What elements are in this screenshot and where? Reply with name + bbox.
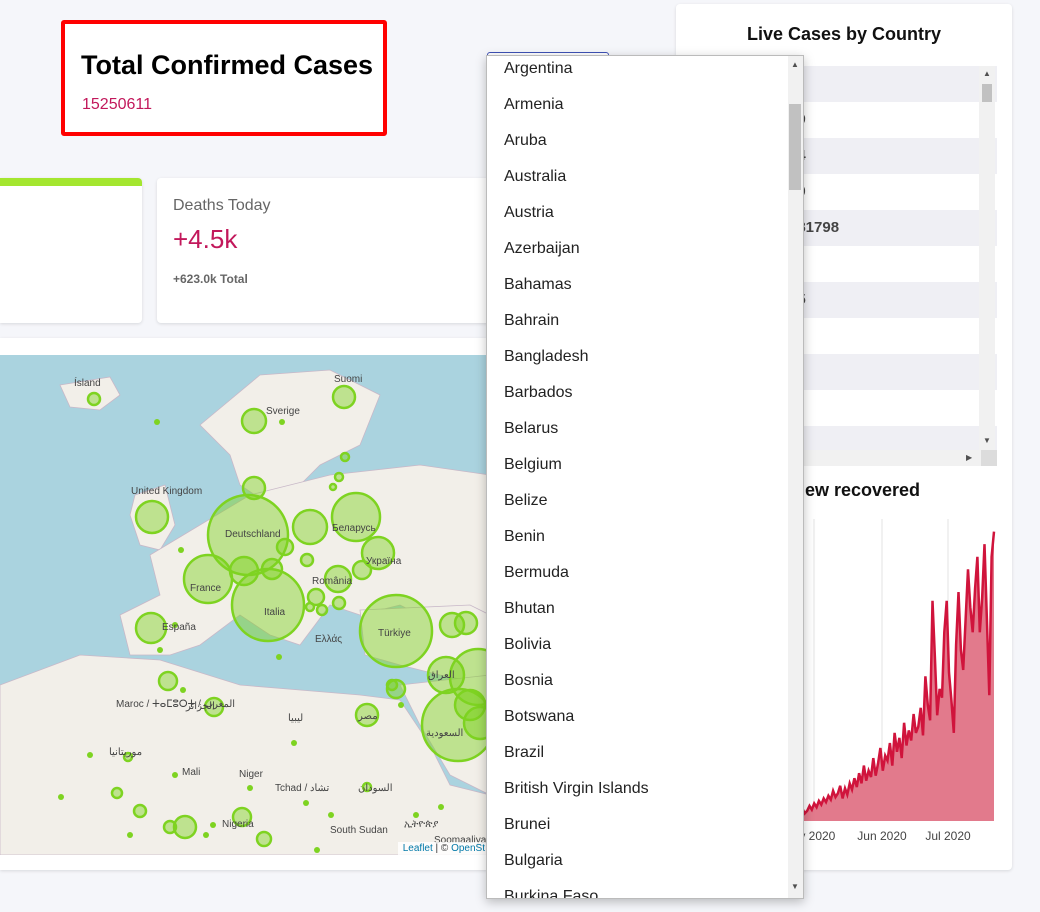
country-option[interactable]: Bahamas: [504, 276, 572, 293]
scrollbar-corner: [981, 450, 997, 466]
dropdown-scrollbar[interactable]: ▲ ▼: [788, 56, 803, 898]
dropdown-scroll-thumb[interactable]: [789, 104, 801, 190]
country-option[interactable]: Bosnia: [504, 672, 553, 689]
table-scroll-thumb[interactable]: [982, 84, 992, 102]
map-label: Sverige: [266, 406, 300, 417]
dropdown-scroll-down-icon[interactable]: ▼: [791, 882, 799, 891]
map-label: الجزائر: [185, 701, 215, 712]
map-label: العراق: [428, 670, 455, 681]
map-canvas[interactable]: Ísland Suomi Sverige United Kingdom Deut…: [0, 355, 490, 855]
country-option[interactable]: Bolivia: [504, 636, 552, 653]
map-label: ኢትዮጵያ: [404, 819, 438, 830]
country-option[interactable]: British Virgin Islands: [504, 780, 649, 797]
map-label: Mali: [182, 767, 200, 778]
country-option[interactable]: Bhutan: [504, 600, 555, 617]
chart-title: de new recovered: [767, 480, 921, 500]
land-europe: [119, 464, 490, 656]
country-option[interactable]: Brazil: [504, 744, 545, 761]
x-tick-label: Jul 2020: [925, 829, 971, 843]
country-option[interactable]: Aruba: [504, 132, 547, 149]
world-map[interactable]: Ísland Suomi Sverige United Kingdom Deut…: [0, 355, 490, 855]
table-vertical-scrollbar[interactable]: ▲ ▼: [979, 66, 995, 450]
country-option[interactable]: Botswana: [504, 708, 575, 725]
country-option[interactable]: Burkina Faso: [504, 888, 599, 899]
map-label: Maroc / ⵜⴰⵎⵓⵔⵜ / المغرب: [116, 699, 235, 710]
map-label: Italia: [264, 607, 286, 618]
country-option[interactable]: Bulgaria: [504, 852, 563, 869]
map-attribution: Leaflet | © OpenSt: [397, 842, 490, 855]
map-card: Ísland Suomi Sverige United Kingdom Deut…: [0, 338, 490, 870]
map-label: Ísland: [74, 376, 101, 389]
deaths-today-value: +4.5k: [173, 224, 238, 254]
map-label: Україна: [366, 556, 402, 567]
country-option[interactable]: Bangladesh: [504, 348, 589, 365]
dropdown-scroll-up-icon[interactable]: ▲: [791, 60, 799, 69]
country-option[interactable]: Bahrain: [504, 312, 560, 329]
map-label: Deutschland: [225, 529, 281, 540]
country-option-list: Argentina Armenia Aruba Australia Austria Aze…: [487, 56, 787, 899]
map-label: France: [190, 583, 222, 594]
country-option[interactable]: Australia: [504, 168, 567, 185]
country-option[interactable]: Benin: [504, 528, 545, 545]
chart-line: [798, 531, 996, 819]
stat-card-cases: [0, 178, 142, 323]
map-label: السعودية: [426, 728, 463, 739]
leaflet-link[interactable]: Leaflet: [402, 843, 433, 854]
map-label: South Sudan: [330, 825, 388, 836]
map-label: ليبيا: [288, 713, 303, 724]
country-option[interactable]: Brunei: [504, 816, 551, 833]
scroll-up-arrow-icon[interactable]: ▲: [983, 69, 991, 78]
deaths-today-card: Deaths Today +4.5k +623.0k Total: [157, 178, 497, 323]
map-label: United Kingdom: [131, 486, 202, 497]
deaths-total-value: +623.0k Total: [173, 272, 248, 286]
scroll-right-arrow-icon[interactable]: ▶: [966, 453, 973, 462]
attribution-separator: | ©: [432, 843, 452, 854]
chart-area: [800, 531, 994, 821]
map-label: Suomi: [334, 374, 362, 385]
map-label: السودان: [358, 783, 393, 794]
recovered-chart: ay 2020 Jun 2020 Jul 2020: [793, 519, 996, 843]
map-label: Беларусь: [332, 523, 376, 534]
country-option[interactable]: Argentina: [504, 60, 573, 77]
map-label: Tchad / تشاد: [275, 783, 329, 794]
total-confirmed-card: Total Confirmed Cases 15250611: [61, 20, 387, 136]
map-label: مصر: [357, 711, 378, 722]
small-case-dots: [58, 419, 444, 853]
x-tick-label: Jun 2020: [857, 829, 907, 843]
country-option[interactable]: Bermuda: [504, 564, 569, 581]
country-option[interactable]: Barbados: [504, 384, 573, 401]
total-confirmed-value: 15250611: [82, 96, 152, 113]
land-arabia: [399, 674, 490, 796]
country-option[interactable]: Azerbaijan: [504, 240, 580, 257]
country-option[interactable]: Belize: [504, 492, 548, 509]
case-bubbles: [86, 384, 490, 848]
country-option[interactable]: Belarus: [504, 420, 559, 437]
scroll-down-arrow-icon[interactable]: ▼: [983, 436, 991, 445]
country-option[interactable]: Austria: [504, 204, 554, 221]
map-label: Soomaaliya: [434, 835, 487, 846]
map-label: Nigeria: [222, 819, 254, 830]
openstreetmap-link[interactable]: OpenSt: [451, 843, 485, 854]
country-option[interactable]: Belgium: [504, 456, 562, 473]
total-confirmed-title: Total Confirmed Cases: [81, 50, 374, 80]
map-label: Niger: [239, 769, 264, 780]
map-label: España: [162, 622, 196, 633]
map-label: Ελλάς: [315, 633, 342, 645]
map-country-labels: Ísland Suomi Sverige United Kingdom Deut…: [74, 374, 487, 846]
live-cases-title: Live Cases by Country: [746, 24, 942, 44]
map-label: Türkiye: [378, 628, 411, 639]
map-label: România: [312, 576, 352, 587]
country-option[interactable]: Armenia: [504, 96, 564, 113]
country-dropdown[interactable]: Argentina Armenia Aruba Australia Austria Aze…: [486, 55, 804, 899]
stat-card-accent-bar: [0, 178, 142, 186]
deaths-today-label: Deaths Today: [173, 197, 271, 214]
map-label: موريتانيا: [109, 747, 142, 758]
